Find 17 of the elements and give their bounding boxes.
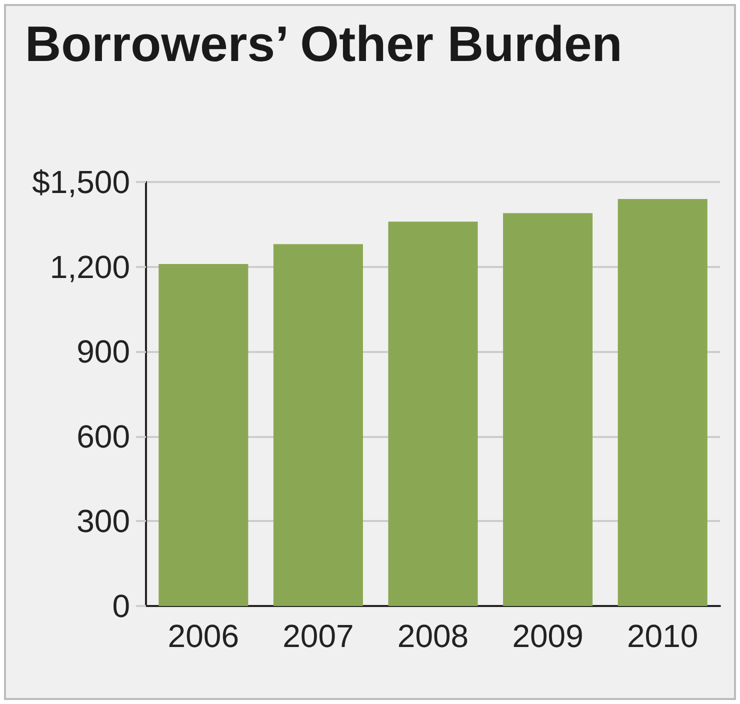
x-tick-label: 2010 [627,618,698,654]
x-tick-label: 2007 [282,618,354,654]
y-tick-label: 900 [76,334,130,370]
y-tick-label: 0 [112,588,130,624]
y-tick-label: 600 [76,418,130,454]
y-tick-label: $1,500 [32,164,130,200]
bar [618,198,708,606]
x-tick-label: 2006 [168,618,239,654]
bar [158,264,248,606]
bar [503,213,593,606]
bar [273,244,363,606]
x-tick-label: 2009 [512,618,584,654]
chart-title: Borrowers’ Other Burden [25,16,622,72]
x-tick-label: 2008 [397,618,469,654]
bar [388,222,478,606]
y-tick-label: 300 [76,503,130,540]
y-tick-label: 1,200 [50,248,130,285]
